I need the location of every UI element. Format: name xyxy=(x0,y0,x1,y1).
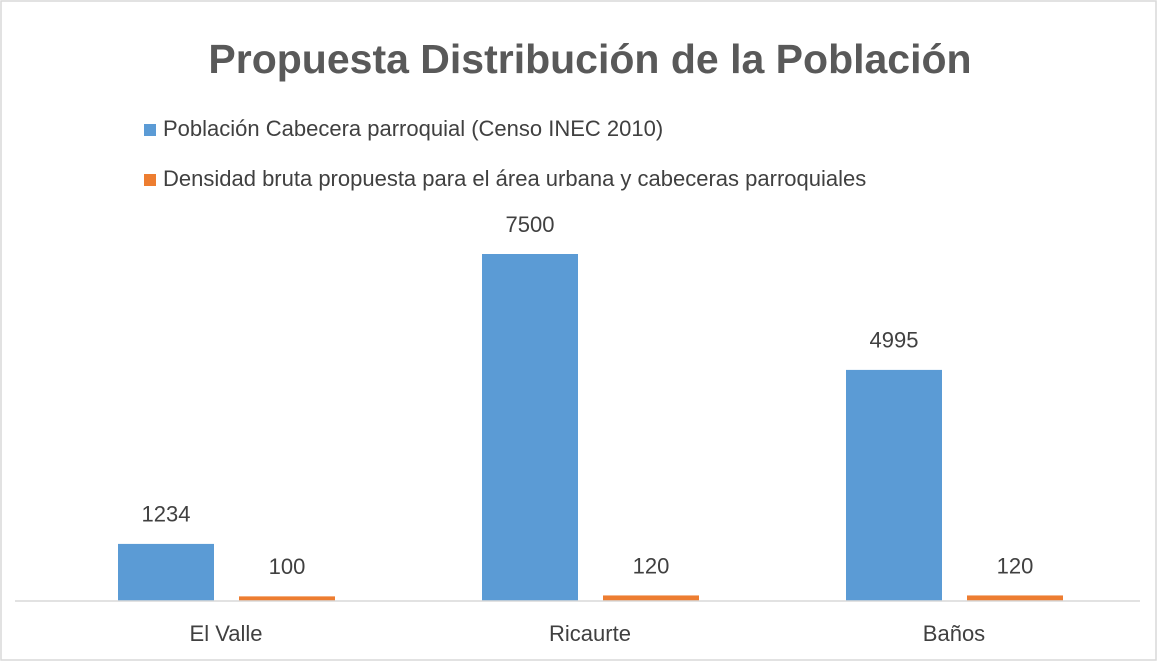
x-tick-label: Ricaurte xyxy=(549,621,631,646)
bar xyxy=(603,595,699,601)
x-tick-label: Baños xyxy=(923,621,985,646)
data-label: 7500 xyxy=(506,212,555,237)
bar xyxy=(482,254,578,601)
legend-label: Densidad bruta propuesta para el área ur… xyxy=(163,166,866,191)
bar xyxy=(239,596,335,601)
chart-title: Propuesta Distribución de la Población xyxy=(208,36,971,82)
legend-swatch xyxy=(144,124,156,136)
data-label: 120 xyxy=(997,553,1034,578)
legend-label: Población Cabecera parroquial (Censo INE… xyxy=(163,116,663,141)
data-label: 120 xyxy=(633,553,670,578)
data-label: 4995 xyxy=(870,328,919,353)
data-label: 100 xyxy=(269,554,306,579)
bar xyxy=(118,543,214,601)
bar xyxy=(967,595,1063,601)
x-tick-label: El Valle xyxy=(190,621,263,646)
legend-swatch xyxy=(144,174,156,186)
data-label: 1234 xyxy=(142,502,191,527)
bar xyxy=(846,369,942,601)
